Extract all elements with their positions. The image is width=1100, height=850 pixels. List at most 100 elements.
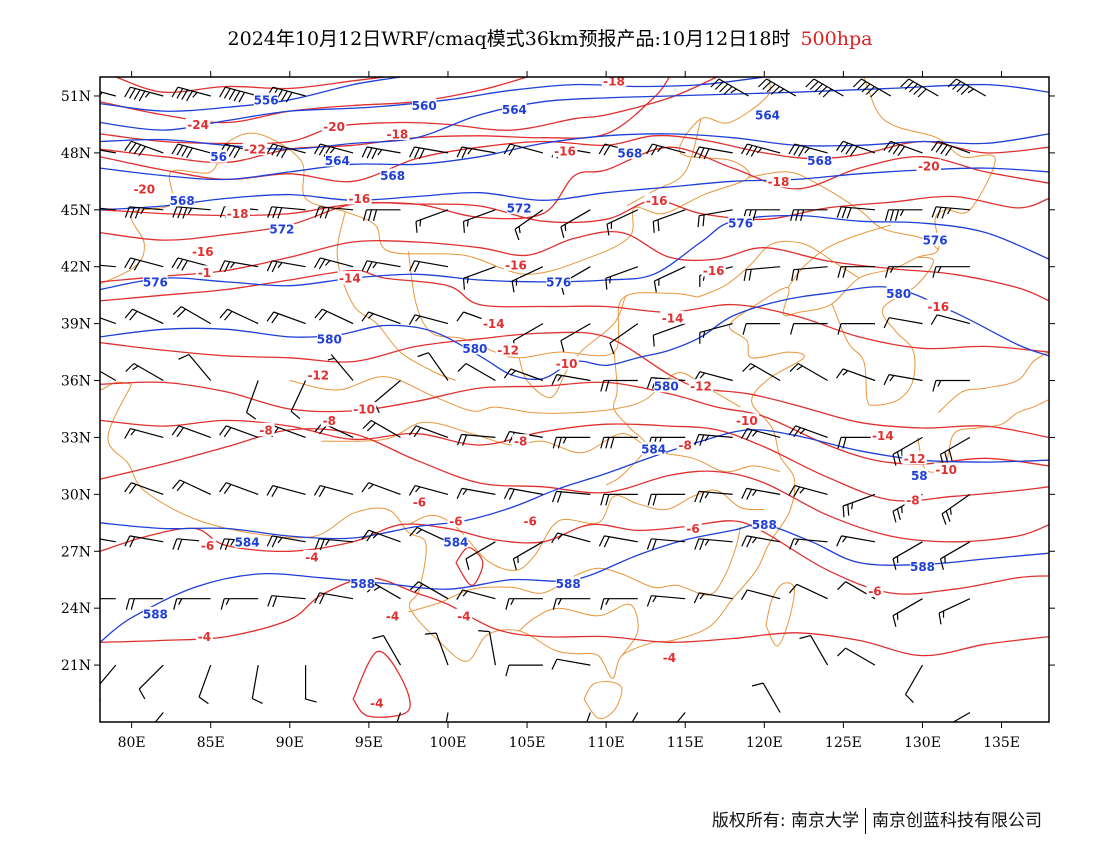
border-hainan-island (583, 681, 623, 720)
wind-barb (456, 589, 496, 601)
wind-barb-feather (884, 209, 890, 221)
contour-label-layer: -18 -24 -22 -20 -18 -16 -20 -18 -20 -16 -16 -18 -16 -… (132, 77, 959, 711)
wind-barb-feather (600, 380, 605, 392)
lon-tick-label: 130E (904, 735, 941, 751)
wind-barb-feather (837, 647, 847, 657)
wind-barb (313, 143, 354, 157)
wind-barb-feather (367, 483, 374, 490)
wind-barb (552, 598, 591, 610)
wind-barb (266, 260, 306, 273)
border-province-line-6 (518, 603, 639, 656)
wind-barb-feather (837, 266, 842, 278)
wind-barb-feather (456, 311, 464, 322)
wind-barb-feather (788, 143, 796, 155)
wind-barb (836, 368, 876, 382)
wind-barb-feather (704, 491, 710, 499)
wind-barb (245, 380, 259, 420)
wind-barb-feather (646, 143, 653, 155)
plot-frame (99, 76, 1050, 723)
wind-barb-feather (176, 481, 185, 492)
wind-barb-feather (948, 449, 953, 461)
wind-barb (361, 260, 401, 273)
wind-barb-feather (266, 485, 274, 496)
wind-barb (600, 598, 638, 610)
wind-barb (138, 664, 164, 700)
border-japan-kyushu-honshu (917, 399, 1049, 473)
wind-barb-feather (799, 487, 805, 494)
wind-barb-feather (124, 206, 130, 218)
wind-barb-feather (896, 451, 901, 464)
wind-barb-feather (457, 363, 467, 373)
wind-barb-feather (746, 536, 753, 548)
height-label-bg (755, 107, 780, 121)
wind-barb-feather (952, 81, 962, 90)
wind-barb (313, 485, 354, 498)
height-label-bg (502, 102, 527, 116)
wind-barb-feather (219, 425, 227, 436)
wind-barb-feather (552, 598, 557, 610)
wind-barb-feather (408, 314, 416, 325)
wind-barb (514, 209, 544, 241)
wind-barb (836, 206, 876, 219)
wind-barb-staff (251, 664, 259, 699)
wind-barb-feather (198, 696, 209, 705)
wind-barb-feather (870, 88, 880, 98)
wind-barb-feather (415, 221, 418, 233)
temperature-label: -18 (387, 127, 409, 141)
wind-barb-feather (223, 88, 231, 99)
wind-barb-feather (223, 427, 232, 438)
temperature-label: -20 (133, 182, 155, 196)
wind-barb-staff (418, 581, 449, 600)
wind-barb-feather (177, 308, 187, 318)
height-label-bg (170, 193, 195, 207)
height-label-bg (910, 468, 928, 482)
wind-barb-feather (789, 363, 799, 373)
height-label: 564 (755, 108, 780, 122)
wind-barb-feather (267, 595, 273, 607)
wind-barb (788, 143, 828, 157)
temperature-contour (100, 77, 718, 145)
wind-barb-feather (372, 262, 378, 269)
temperature-label: -8 (679, 439, 692, 453)
wind-barb (219, 425, 259, 438)
wind-barb-staff (940, 436, 971, 455)
wind-barb (560, 209, 591, 238)
wind-barb-staff (556, 374, 591, 382)
wind-barb-feather (508, 145, 516, 156)
wind-barb-feather (314, 206, 320, 218)
wind-barb-feather (93, 208, 97, 214)
wind-barb-feather (182, 207, 188, 219)
wind-barb (100, 598, 116, 600)
wind-barb-feather (851, 502, 854, 510)
wind-barb-feather (646, 595, 652, 607)
wind-barb-feather (220, 598, 225, 610)
temperature-label: -16 (349, 192, 371, 206)
border-japan-sea-coast (937, 351, 1049, 414)
temperature-label-bg (766, 174, 791, 188)
temperature-label: -16 (192, 245, 214, 259)
wind-barb-staff (320, 143, 354, 154)
wind-barb (883, 374, 923, 386)
wind-barb-feather (698, 147, 705, 159)
wind-barb-feather (465, 558, 470, 570)
height-label-bg (317, 331, 342, 345)
wind-barb-feather (478, 630, 490, 633)
wind-barb-staff (841, 535, 876, 543)
wind-barb-feather (305, 698, 317, 703)
wind-barb (305, 665, 317, 703)
wind-barb (178, 353, 212, 381)
wind-barb-feather (940, 144, 948, 155)
wind-barb-feather (329, 147, 336, 154)
wind-barb-feather (508, 432, 515, 443)
temperature-label: -10 (556, 357, 578, 371)
wind-barb-feather (171, 86, 179, 98)
wind-barb (932, 379, 970, 392)
wind-barb-feather (266, 143, 274, 155)
wind-barb-staff (415, 425, 449, 438)
wind-barb-feather (750, 146, 758, 157)
wind-barb (124, 257, 164, 271)
wind-barb (676, 712, 686, 722)
wind-barb-feather (456, 589, 464, 601)
wind-barb-staff (940, 541, 971, 560)
wind-barb-feather (840, 142, 849, 153)
